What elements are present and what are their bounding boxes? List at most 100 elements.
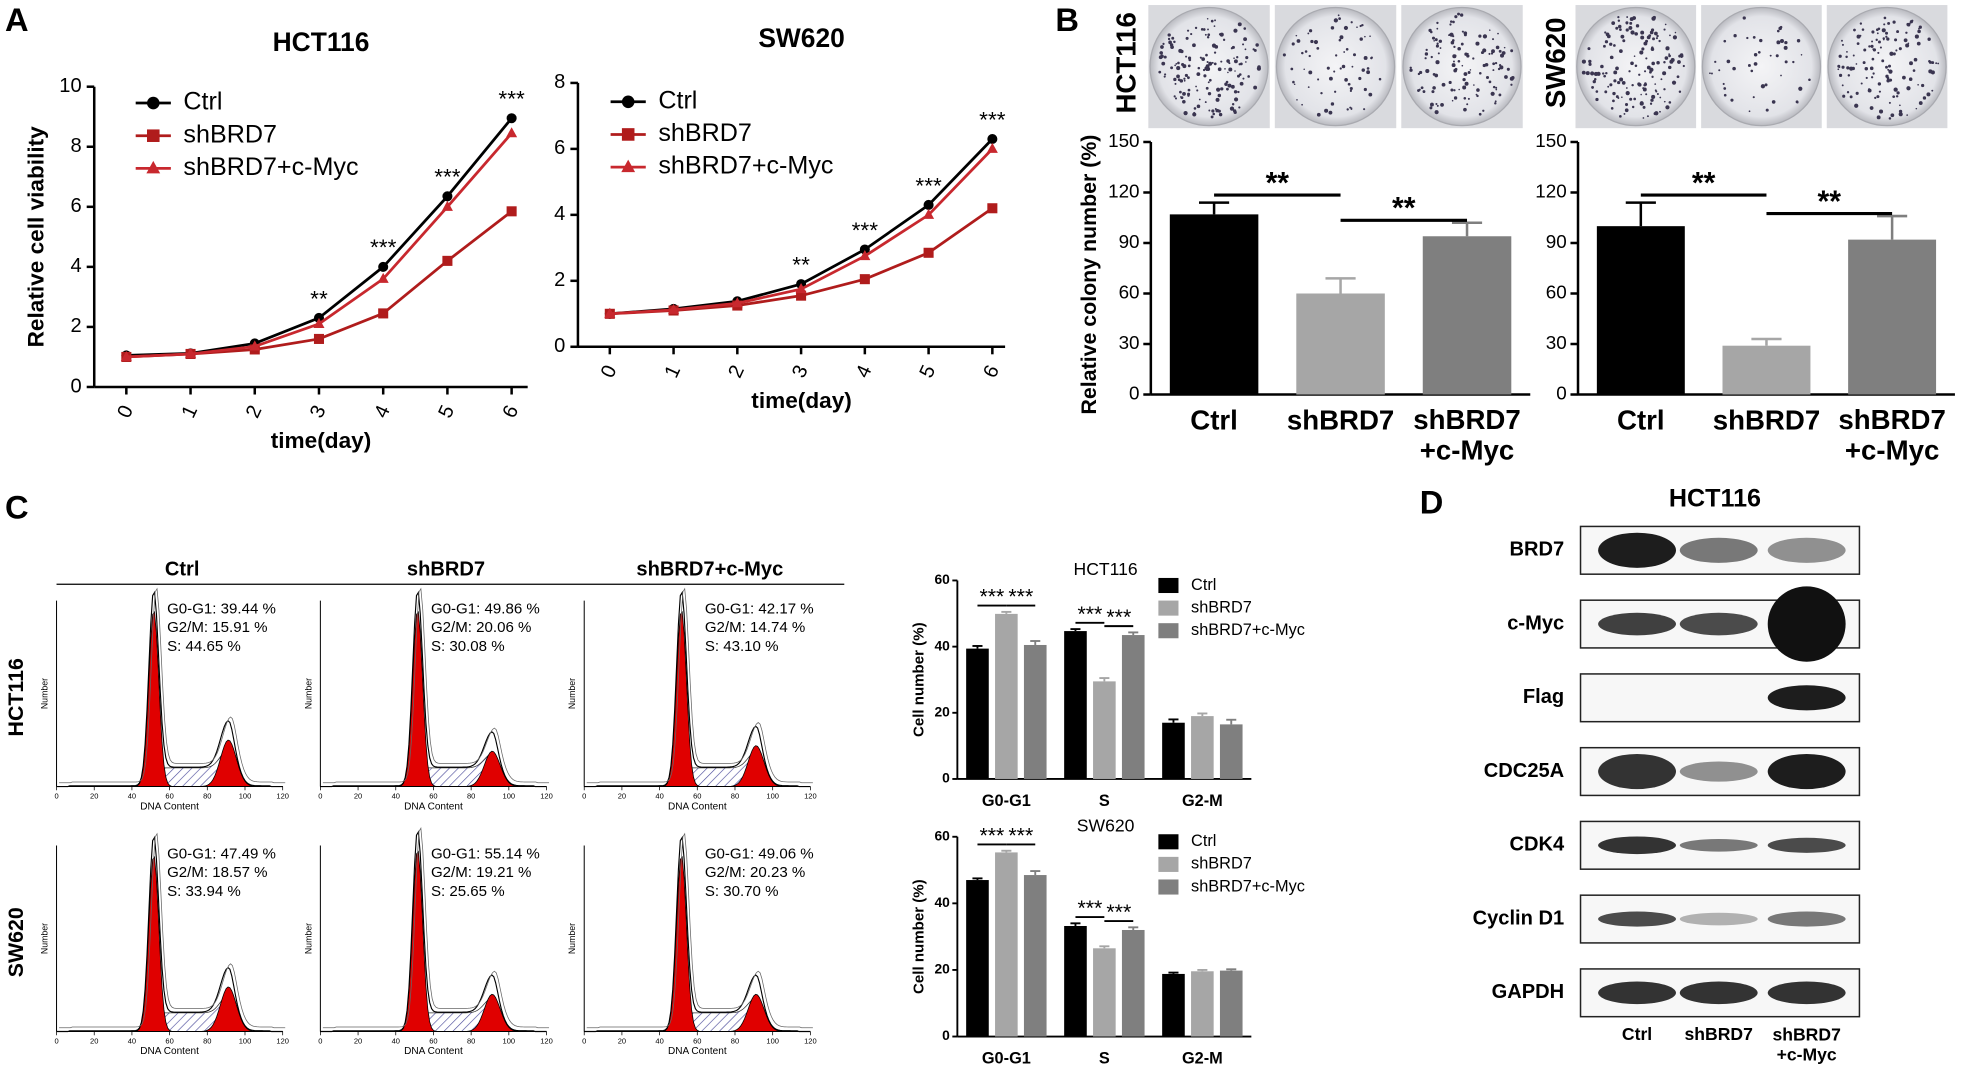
marker: [442, 191, 453, 202]
colony: [1434, 73, 1439, 78]
marker: [378, 308, 389, 319]
colony: [1328, 76, 1333, 81]
colony: [1495, 45, 1500, 50]
blot-band: [1679, 981, 1758, 1005]
colony: [1603, 44, 1606, 48]
colony: [1175, 62, 1178, 65]
colony: [1466, 103, 1469, 106]
marker: [146, 160, 161, 174]
colony: [1494, 61, 1498, 65]
colony: [1430, 102, 1434, 107]
fit-curve: [584, 590, 811, 788]
colony: [1908, 22, 1911, 25]
y-tick-label: 0: [942, 1027, 950, 1043]
colony: [1492, 85, 1496, 89]
colony: [1730, 98, 1734, 102]
fit-curve: [322, 827, 550, 1029]
colony: [1668, 101, 1672, 104]
y-axis-label: Cell number (%): [911, 622, 928, 737]
colony: [1750, 69, 1754, 73]
colony: [1295, 34, 1298, 37]
colony: [1193, 43, 1196, 46]
x-tick-label: 0: [318, 792, 322, 801]
colony: [1644, 82, 1647, 85]
colony: [1436, 42, 1439, 45]
cycle-stat: G2/M: 15.91 %: [167, 619, 267, 636]
colony: [1234, 70, 1236, 72]
colony: [1220, 87, 1224, 91]
colony: [1233, 97, 1239, 102]
colony: [1723, 39, 1727, 43]
colony: [1224, 82, 1228, 86]
colony: [1233, 59, 1238, 64]
colony: [1458, 88, 1460, 91]
colony: [1176, 74, 1180, 79]
marker: [923, 247, 934, 258]
blot-band: [1598, 981, 1677, 1005]
colony: [1615, 26, 1619, 30]
colony: [1308, 70, 1313, 75]
colony: [1865, 76, 1868, 80]
y-tick-label: 0: [1556, 383, 1566, 404]
colony: [1457, 12, 1461, 16]
legend-swatch: [1158, 600, 1179, 616]
legend-swatch: [1158, 577, 1179, 594]
colony: [1877, 82, 1882, 86]
colony: [1448, 80, 1452, 85]
significance: ***: [852, 218, 879, 243]
marker: [731, 297, 743, 308]
colony: [1847, 74, 1851, 77]
bar: [1064, 631, 1087, 779]
colony: [1646, 65, 1651, 70]
colony: [1167, 33, 1171, 37]
colony: [1290, 67, 1294, 71]
colony: [1438, 39, 1443, 43]
y-axis-label: Cell number (%): [911, 879, 928, 994]
legend-swatch: [1158, 623, 1179, 639]
marker: [923, 208, 935, 219]
colony: [1838, 54, 1842, 58]
colony: [1593, 78, 1597, 81]
colony: [1435, 102, 1438, 106]
colony: [1623, 112, 1626, 115]
colony: [1320, 91, 1323, 95]
colony: [1196, 104, 1201, 109]
colony: [1210, 19, 1214, 23]
marker: [313, 317, 325, 328]
bar: [1422, 236, 1512, 395]
colony: [1663, 88, 1666, 91]
colony: [1659, 96, 1662, 99]
x-tick-label: 120: [276, 1037, 289, 1046]
colony: [1590, 71, 1595, 76]
colony: [1338, 38, 1342, 42]
colony: [1499, 65, 1504, 70]
colony: [1841, 43, 1844, 46]
colony: [1660, 78, 1663, 81]
colony: [1420, 86, 1424, 90]
colony: [1856, 42, 1860, 46]
colony: [1808, 78, 1811, 81]
colony: [1460, 13, 1464, 17]
colony: [1204, 33, 1207, 36]
colony: [1433, 39, 1436, 42]
colony: [1664, 23, 1667, 26]
colony: [1317, 78, 1320, 81]
colony: [1199, 56, 1202, 59]
colony: [1862, 61, 1866, 65]
legend-label: shBRD7: [658, 119, 751, 147]
bar: [1219, 724, 1243, 779]
colony: [1347, 82, 1351, 86]
colony: [1672, 35, 1678, 40]
y-tick-label: 6: [554, 137, 565, 159]
colony: [1368, 92, 1373, 97]
colony: [1170, 66, 1174, 70]
y-axis-label: Number: [567, 678, 577, 709]
colony: [1182, 92, 1186, 96]
colony: [1206, 18, 1209, 20]
colony: [1454, 15, 1458, 19]
colony: [1792, 60, 1795, 64]
colony: [1837, 64, 1841, 68]
bar: [1169, 214, 1259, 395]
colony: [1896, 30, 1900, 34]
colony: [1796, 39, 1801, 43]
